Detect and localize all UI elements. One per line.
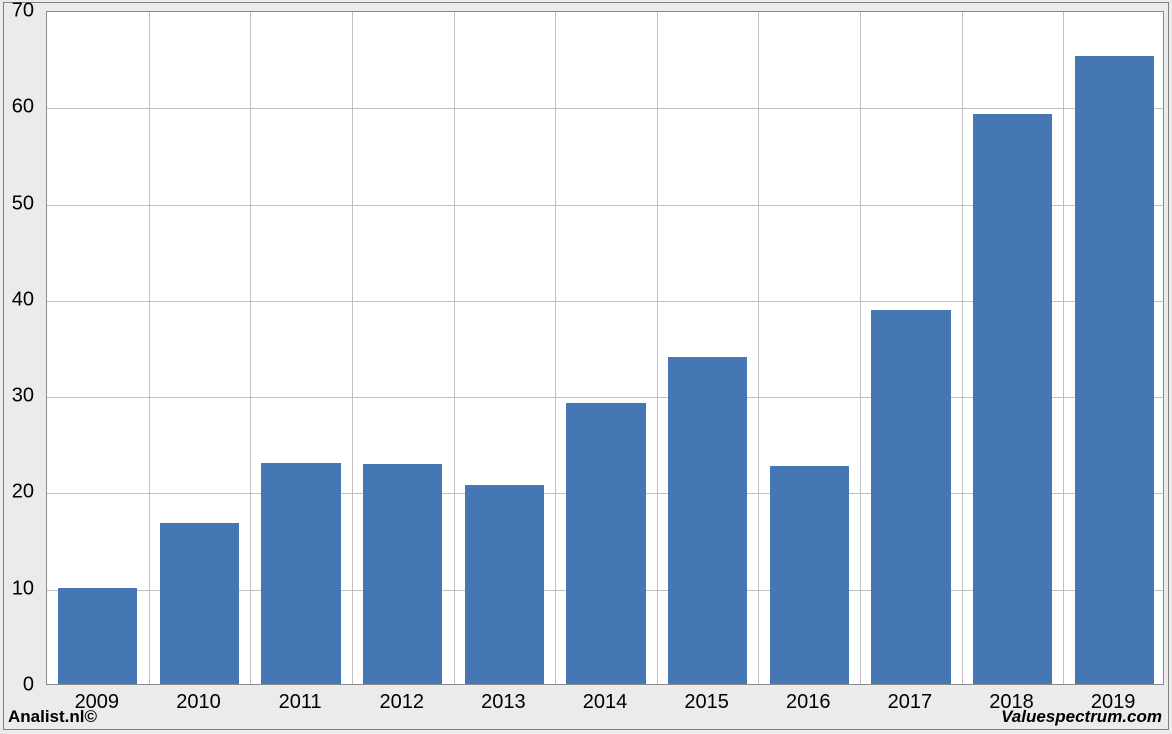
gridline-x — [758, 12, 759, 684]
bar — [566, 403, 645, 684]
footer-left-credit: Analist.nl© — [8, 707, 97, 727]
x-tick-label: 2013 — [481, 691, 526, 714]
gridline-x — [352, 12, 353, 684]
gridline-x — [860, 12, 861, 684]
y-tick-label: 10 — [0, 577, 34, 600]
x-tick-label: 2014 — [583, 691, 628, 714]
gridline-x — [250, 12, 251, 684]
bar — [770, 466, 849, 684]
gridline-x — [454, 12, 455, 684]
gridline-x — [657, 12, 658, 684]
x-tick-label: 2012 — [379, 691, 424, 714]
y-tick-label: 70 — [0, 0, 34, 23]
bar — [261, 463, 340, 684]
y-tick-label: 30 — [0, 385, 34, 408]
y-tick-label: 20 — [0, 481, 34, 504]
footer-right-credit: Valuespectrum.com — [1001, 707, 1162, 727]
y-tick-label: 60 — [0, 96, 34, 119]
gridline-x — [555, 12, 556, 684]
y-tick-label: 0 — [0, 674, 34, 697]
gridline-x — [149, 12, 150, 684]
x-tick-label: 2011 — [279, 691, 322, 714]
bar — [465, 485, 544, 684]
gridline-x — [962, 12, 963, 684]
bar — [871, 310, 950, 684]
bar — [973, 114, 1052, 684]
gridline-x — [1063, 12, 1064, 684]
plot-area — [46, 11, 1164, 685]
gridline-y — [47, 108, 1163, 109]
bar — [160, 523, 239, 684]
x-tick-label: 2017 — [888, 691, 933, 714]
bar — [668, 357, 747, 684]
x-tick-label: 2015 — [684, 691, 729, 714]
bar — [58, 588, 137, 684]
x-tick-label: 2016 — [786, 691, 831, 714]
chart-frame: 0102030405060702009201020112012201320142… — [3, 2, 1169, 730]
bar — [363, 464, 442, 684]
x-tick-label: 2010 — [176, 691, 221, 714]
bar — [1075, 56, 1154, 684]
y-tick-label: 40 — [0, 288, 34, 311]
y-tick-label: 50 — [0, 192, 34, 215]
